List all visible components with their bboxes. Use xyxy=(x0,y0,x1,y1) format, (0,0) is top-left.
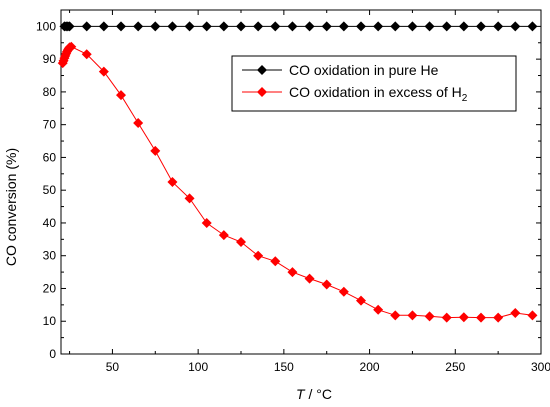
x-axis-unit: / °C xyxy=(305,386,332,402)
data-point-diamond xyxy=(493,21,504,32)
legend-diamond-icon-pure-he xyxy=(257,65,267,75)
data-point-diamond xyxy=(253,21,264,32)
data-point-diamond xyxy=(441,21,452,32)
data-point-diamond xyxy=(527,21,538,32)
data-point-diamond xyxy=(424,21,435,32)
y-tick-label: 60 xyxy=(43,150,57,164)
data-point-diamond xyxy=(304,21,315,32)
plot-area xyxy=(60,9,542,355)
legend-item-pure-he: CO oxidation in pure He xyxy=(242,62,439,78)
x-tick-label: 150 xyxy=(274,360,294,374)
y-tick-label: 100 xyxy=(36,19,56,33)
data-point-diamond xyxy=(476,312,486,323)
legend: CO oxidation in pure He CO oxidation in … xyxy=(231,55,517,112)
data-point-diamond xyxy=(150,145,161,156)
data-point-diamond xyxy=(167,21,178,32)
data-point-diamond xyxy=(304,273,315,284)
data-point-diamond xyxy=(424,311,435,322)
data-point-diamond xyxy=(510,21,521,32)
y-tick-label: 20 xyxy=(43,281,57,295)
data-point-diamond xyxy=(133,21,144,32)
data-point-diamond xyxy=(356,295,366,306)
x-tick-label: 50 xyxy=(106,360,120,374)
data-point-diamond xyxy=(373,21,384,32)
x-tick-label: 100 xyxy=(188,360,208,374)
plot-frame xyxy=(60,9,542,355)
data-point-diamond xyxy=(321,279,332,290)
data-point-diamond xyxy=(287,21,298,32)
legend-text-excess-h2-subscript: 2 xyxy=(462,93,468,104)
y-tick-label: 90 xyxy=(43,52,57,66)
data-point-diamond xyxy=(253,250,264,261)
data-point-diamond xyxy=(458,21,469,32)
legend-text-excess-h2-main: CO oxidation in excess of H xyxy=(289,84,462,100)
data-point-diamond xyxy=(390,21,401,32)
data-point-diamond xyxy=(81,21,92,32)
data-point-diamond xyxy=(338,286,349,297)
x-axis-label: T / °C xyxy=(296,386,332,402)
data-point-diamond xyxy=(270,256,281,267)
data-point-diamond xyxy=(458,312,469,323)
legend-box xyxy=(231,55,517,112)
x-axis-ticks: 50 100 150 200 250 300 xyxy=(69,10,550,374)
data-point-diamond xyxy=(493,312,504,323)
data-point-diamond xyxy=(66,41,77,52)
data-point-diamond xyxy=(98,66,109,77)
data-point-diamond xyxy=(476,21,486,32)
data-point-diamond xyxy=(407,310,418,321)
data-point-diamond xyxy=(236,236,246,247)
data-point-diamond xyxy=(356,21,366,32)
data-point-diamond xyxy=(218,21,229,32)
y-axis-ticks: 0 10 20 30 40 50 60 70 80 90 100 xyxy=(36,19,541,361)
data-point-diamond xyxy=(116,21,126,32)
y-axis-label: CO conversion (%) xyxy=(3,148,19,266)
data-point-diamond xyxy=(407,21,418,32)
x-tick-label: 200 xyxy=(360,360,380,374)
data-point-diamond xyxy=(287,267,298,278)
data-point-diamond xyxy=(373,304,384,315)
y-tick-label: 30 xyxy=(43,249,57,263)
y-tick-label: 50 xyxy=(43,183,57,197)
data-point-diamond xyxy=(64,21,75,32)
data-point-diamond xyxy=(510,308,521,319)
data-point-diamond xyxy=(98,21,109,32)
data-point-diamond xyxy=(201,21,212,32)
legend-text-excess-h2: CO oxidation in excess of H2 xyxy=(289,84,468,104)
data-point-diamond xyxy=(150,21,161,32)
series-excess-h2 xyxy=(57,41,538,323)
series-pure-he xyxy=(59,21,538,32)
data-point-diamond xyxy=(321,21,332,32)
data-point-diamond xyxy=(218,230,229,241)
x-axis-variable: T xyxy=(296,386,306,402)
x-tick-label: 300 xyxy=(531,360,550,374)
legend-item-excess-h2: CO oxidation in excess of H2 xyxy=(242,84,468,104)
y-tick-label: 80 xyxy=(43,85,57,99)
x-tick-label: 250 xyxy=(445,360,465,374)
data-point-diamond xyxy=(116,90,126,101)
data-point-diamond xyxy=(527,310,538,321)
data-point-diamond xyxy=(133,118,144,129)
data-point-diamond xyxy=(236,21,246,32)
y-tick-label: 40 xyxy=(43,216,57,230)
data-point-diamond xyxy=(390,310,401,321)
data-point-diamond xyxy=(184,21,195,32)
y-tick-label: 0 xyxy=(49,347,56,361)
data-point-diamond xyxy=(441,312,452,323)
data-point-diamond xyxy=(201,217,212,228)
legend-diamond-icon-excess-h2 xyxy=(257,87,267,97)
data-point-diamond xyxy=(338,21,349,32)
y-tick-label: 10 xyxy=(43,314,57,328)
data-point-diamond xyxy=(167,177,178,187)
data-point-diamond xyxy=(81,49,92,60)
legend-text-pure-he: CO oxidation in pure He xyxy=(289,62,439,78)
data-point-diamond xyxy=(184,193,195,204)
data-point-diamond xyxy=(270,21,281,32)
y-tick-label: 70 xyxy=(43,118,57,132)
series-layer xyxy=(57,21,538,323)
